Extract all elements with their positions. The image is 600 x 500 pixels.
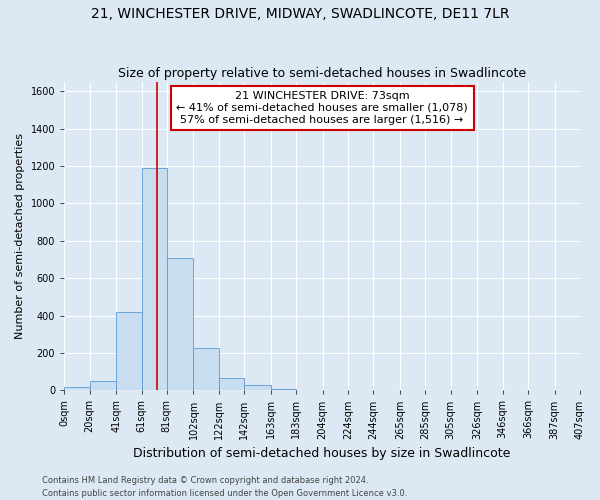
Y-axis label: Number of semi-detached properties: Number of semi-detached properties xyxy=(15,133,25,339)
Bar xyxy=(142,168,167,390)
Bar xyxy=(219,378,244,390)
X-axis label: Distribution of semi-detached houses by size in Swadlincote: Distribution of semi-detached houses by … xyxy=(133,447,511,460)
Bar xyxy=(116,312,142,390)
Bar xyxy=(64,386,89,390)
Bar xyxy=(193,348,219,391)
Title: Size of property relative to semi-detached houses in Swadlincote: Size of property relative to semi-detach… xyxy=(118,66,526,80)
Bar xyxy=(167,258,193,390)
Bar xyxy=(89,381,116,390)
Text: Contains HM Land Registry data © Crown copyright and database right 2024.
Contai: Contains HM Land Registry data © Crown c… xyxy=(42,476,407,498)
Text: 21, WINCHESTER DRIVE, MIDWAY, SWADLINCOTE, DE11 7LR: 21, WINCHESTER DRIVE, MIDWAY, SWADLINCOT… xyxy=(91,8,509,22)
Bar xyxy=(244,384,271,390)
Text: 21 WINCHESTER DRIVE: 73sqm
← 41% of semi-detached houses are smaller (1,078)
57%: 21 WINCHESTER DRIVE: 73sqm ← 41% of semi… xyxy=(176,92,468,124)
